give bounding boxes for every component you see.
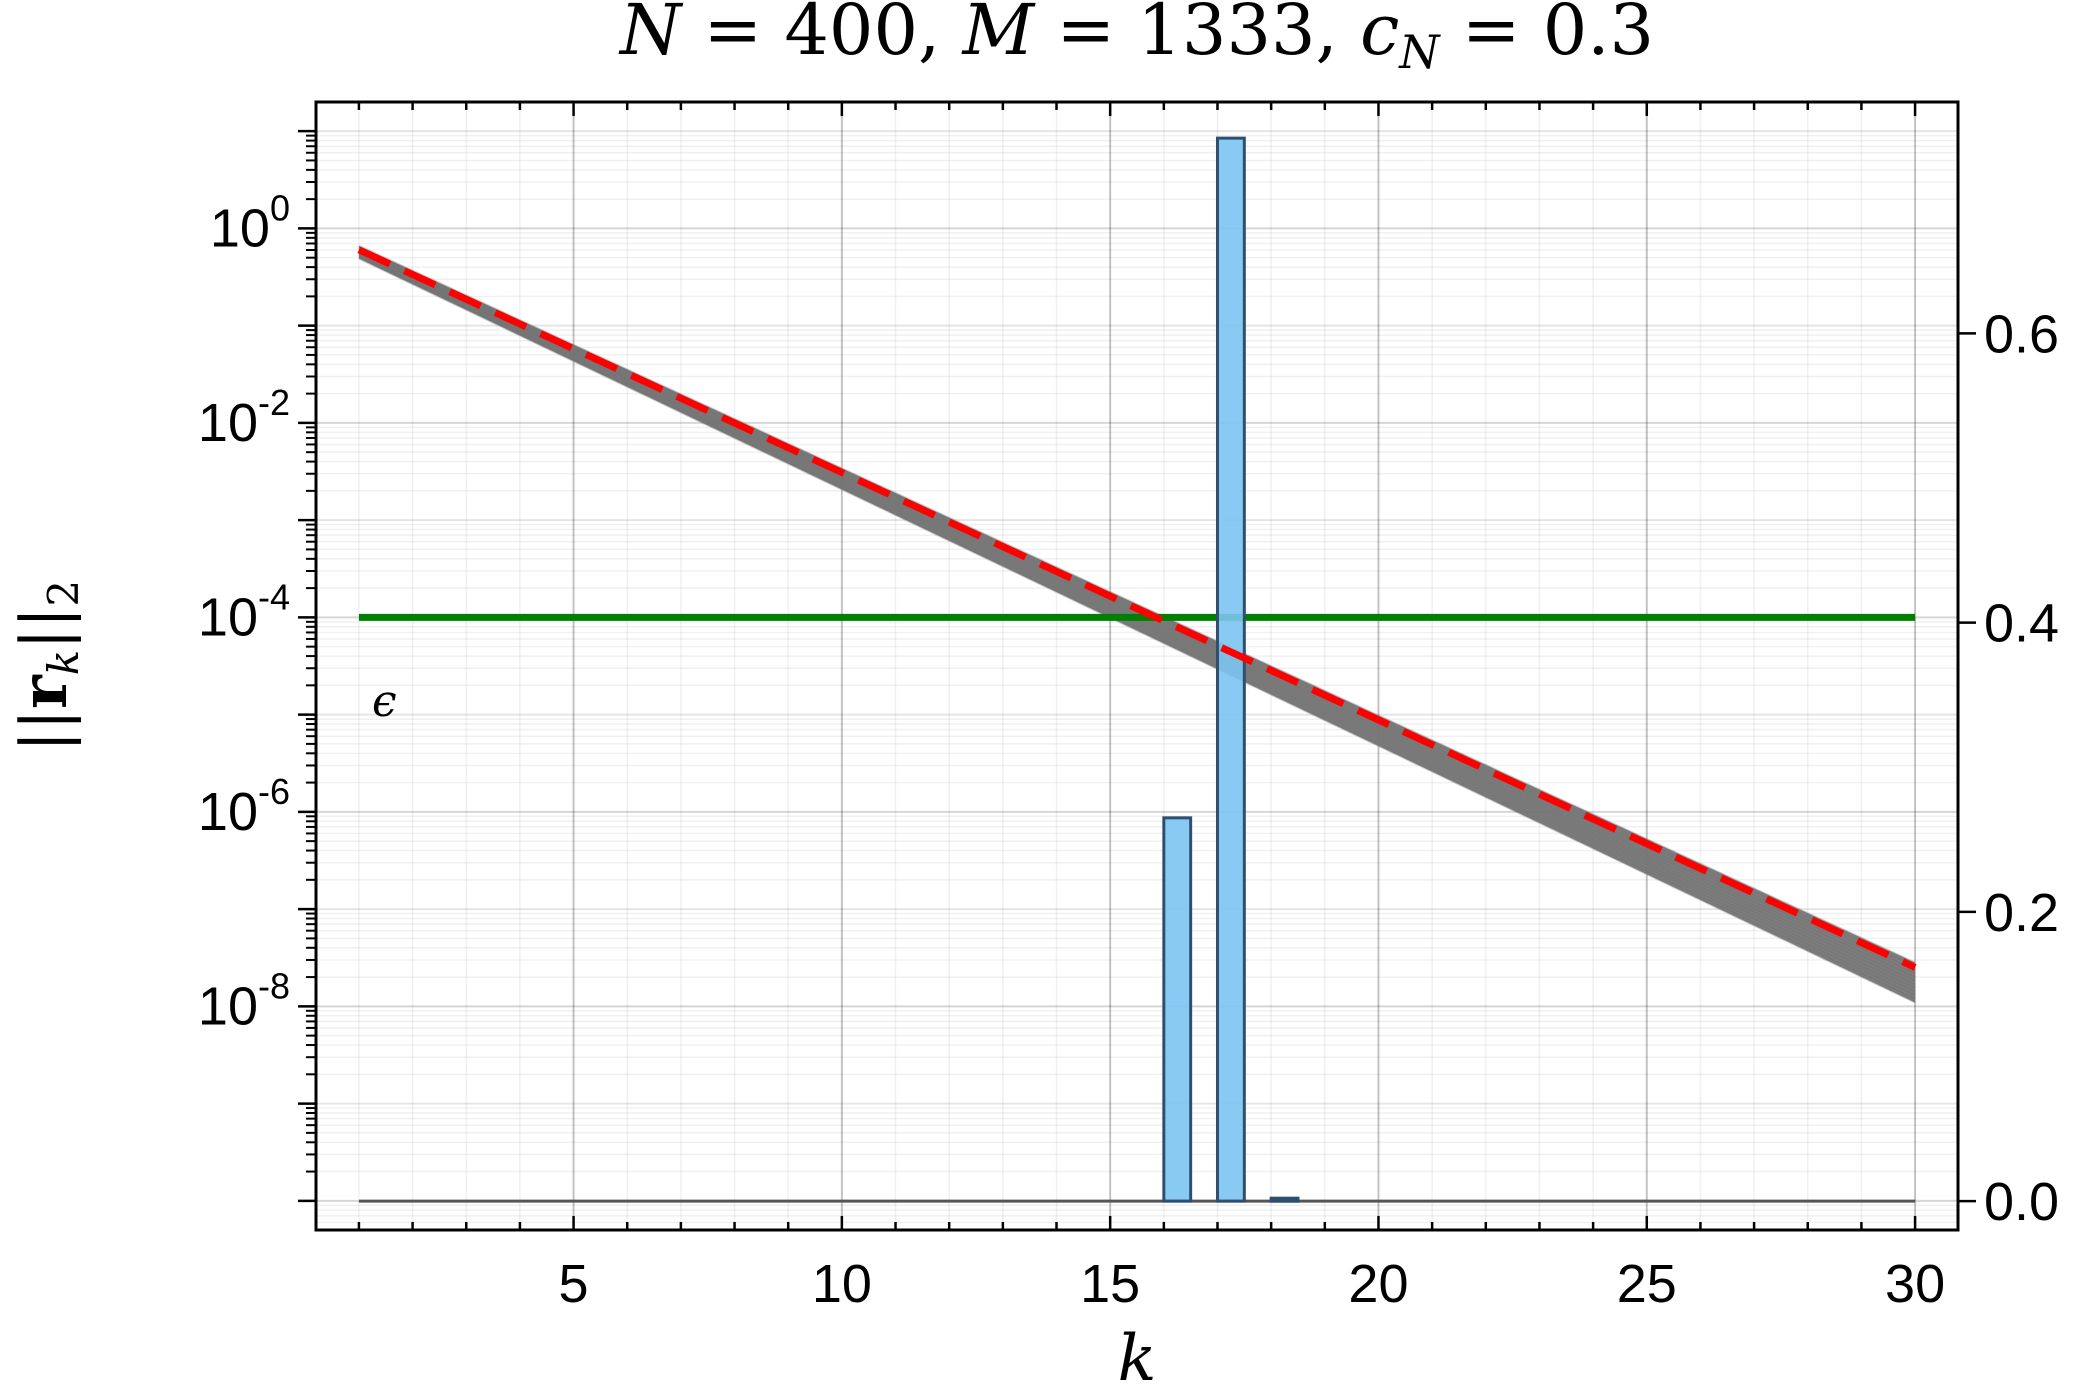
residual-band bbox=[358, 245, 1916, 1003]
residual-run bbox=[358, 257, 1916, 1004]
histogram-bar bbox=[1162, 816, 1193, 1203]
axes: 5 10 15 20 25 30 100 10-2 10-4 10-6 10-8 0.0 0.2 0.4 0… bbox=[198, 102, 2059, 1314]
chart-title: N = 400, M = 1333, cN = 0.3 bbox=[618, 0, 1654, 79]
x-tick-label: 10 bbox=[812, 1254, 872, 1314]
y-tick-label-right: 0.2 bbox=[1984, 883, 2059, 943]
residual-run bbox=[358, 249, 1916, 978]
histogram-bar bbox=[1215, 136, 1246, 1203]
plot-area bbox=[357, 136, 1917, 1203]
grid bbox=[316, 102, 1958, 1230]
plot-frame bbox=[314, 100, 1960, 1232]
y-tick-label-right: 0.6 bbox=[1984, 304, 2059, 364]
dashed-fit-line bbox=[357, 246, 1917, 971]
y-axis-label: ||rk||2 bbox=[7, 580, 88, 752]
y-tick-label-left: 100 bbox=[210, 187, 290, 258]
y-tick-label-right: 0.0 bbox=[1984, 1172, 2059, 1232]
y-tick-label-left: 10-4 bbox=[198, 576, 290, 647]
x-tick-label: 30 bbox=[1885, 1254, 1945, 1314]
x-tick-label: 5 bbox=[559, 1254, 589, 1314]
epsilon-label: ϵ bbox=[372, 676, 397, 727]
residual-run bbox=[358, 245, 1916, 964]
y-tick-label-right: 0.4 bbox=[1984, 594, 2059, 654]
y-tick-label-left: 10-6 bbox=[198, 771, 290, 842]
residual-run bbox=[358, 255, 1916, 997]
x-tick-label: 25 bbox=[1617, 1254, 1677, 1314]
x-tick-label: 15 bbox=[1080, 1254, 1140, 1314]
y-tick-label-left: 10-8 bbox=[198, 965, 290, 1036]
y-tick-label-left: 10-2 bbox=[198, 382, 290, 453]
residual-run bbox=[358, 256, 1916, 1000]
x-tick-label: 20 bbox=[1348, 1254, 1408, 1314]
x-axis-label: k bbox=[1118, 1322, 1157, 1389]
residual-run bbox=[358, 254, 1916, 993]
histogram-bar bbox=[1269, 1196, 1300, 1203]
residual-run bbox=[358, 253, 1916, 989]
